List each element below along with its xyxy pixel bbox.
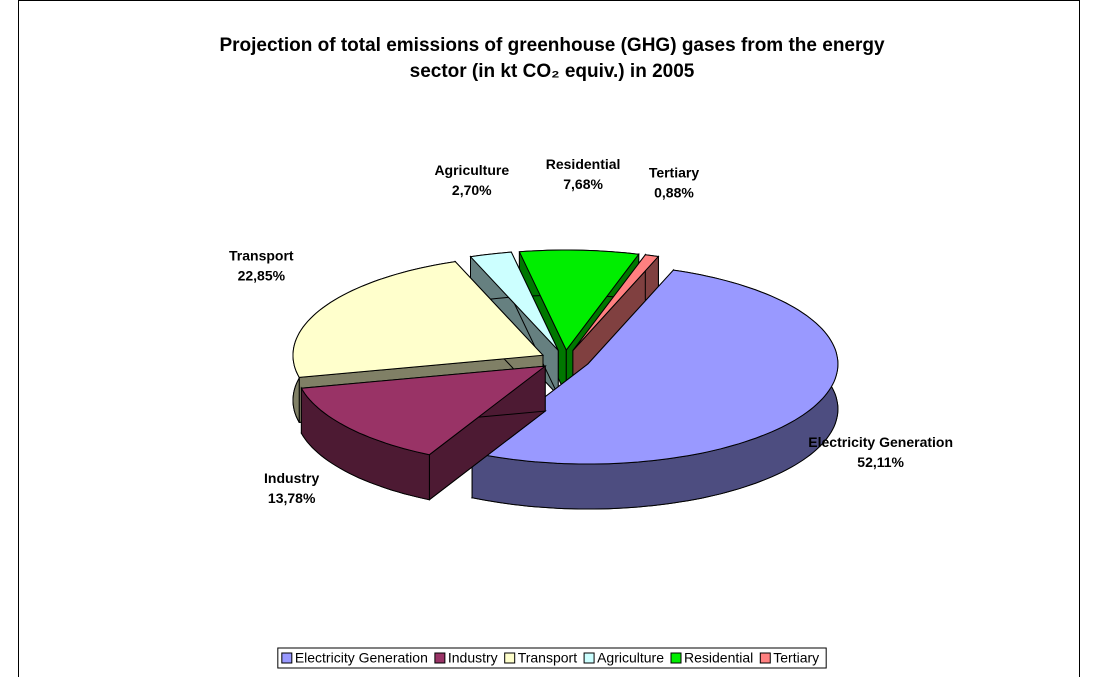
slice [470,268,839,510]
legend-swatch [434,652,446,664]
legend-box [277,647,827,669]
legend-swatch [281,652,293,664]
slice [300,365,547,501]
data-label-name: Agriculture [434,162,509,178]
slice [292,261,545,378]
data-label-name: Residential [546,156,621,172]
data-label-name: Industry [264,470,319,486]
slice [300,365,547,456]
data-label: 13,78% [268,490,316,506]
chart-title: sector (in kt CO₂ equiv.) in 2005 [410,61,695,82]
legend-swatch [583,652,595,664]
legend-label: Transport [518,650,578,666]
legend-swatch [670,652,682,664]
data-label-name: Electricity Generation [808,434,953,450]
legend-swatch [504,652,516,664]
data-label-name: Transport [229,248,294,264]
legend-label: Electricity Generation [295,650,428,666]
data-label: 7,68% [563,176,603,192]
data-label: 22,85% [238,268,286,284]
data-label: 0,88% [654,185,694,201]
legend-label: Residential [684,650,753,666]
legend-label: Industry [448,650,498,666]
slice [572,254,660,351]
data-label-name: Tertiary [649,165,700,181]
slice [470,269,839,465]
chart-title: Projection of total emissions of greenho… [219,35,885,56]
slice [469,251,559,351]
data-label: 52,11% [857,454,904,470]
legend-swatch [759,652,771,664]
legend-label: Agriculture [597,650,664,666]
legend-label: Tertiary [773,650,819,666]
slice [518,249,640,351]
data-label: 2,70% [452,182,492,198]
